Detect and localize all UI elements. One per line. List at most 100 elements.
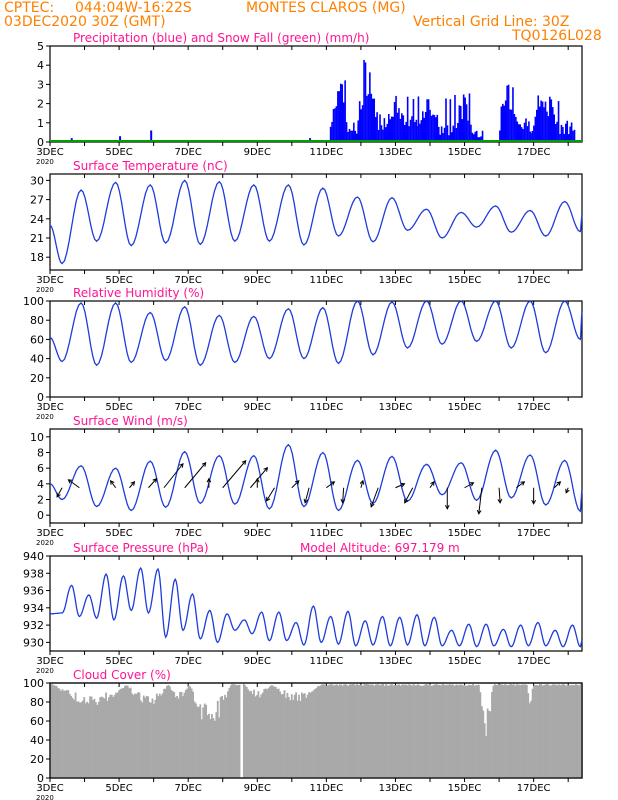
cloud-bar <box>102 697 105 778</box>
panel-title: Surface Wind (m/s) <box>73 414 188 428</box>
cloud-bar <box>547 684 550 778</box>
cloud-bar <box>421 685 424 778</box>
y-tick-label: 10 <box>30 431 44 444</box>
cloud-bar <box>141 702 144 778</box>
precip-bar <box>528 121 530 142</box>
cloud-bar <box>314 689 316 778</box>
cloud-bar <box>128 688 131 778</box>
precip-bar <box>412 98 415 142</box>
cloud-bar <box>559 685 562 778</box>
cloud-bar <box>518 684 521 778</box>
x-year-label: 2020 <box>36 286 54 294</box>
cloud-bar <box>369 684 371 778</box>
cloud-bar <box>193 701 196 778</box>
y-tick-label: 100 <box>23 677 44 690</box>
precip-bar <box>416 126 418 142</box>
wind-arrow-head <box>254 477 260 483</box>
cloud-bar <box>244 685 247 778</box>
cloud-bar <box>565 685 567 778</box>
precip-bar <box>395 95 397 142</box>
x-tick-label: 15DEC <box>448 402 482 413</box>
y-tick-label: 930 <box>23 636 44 649</box>
header-coordinates: 044:04W-16:22S <box>75 0 192 16</box>
x-tick-label: 17DEC <box>517 656 551 667</box>
precip-bar <box>531 130 534 142</box>
cloud-bar <box>199 704 202 778</box>
wind-arrow <box>266 487 275 502</box>
precip-bar <box>559 133 561 142</box>
cloud-bar <box>443 684 445 778</box>
precip-bar <box>535 109 538 142</box>
cloud-bar <box>171 691 174 778</box>
cloud-bar <box>499 684 502 778</box>
precip-bar <box>549 96 551 142</box>
precip-bar <box>563 133 566 142</box>
cloud-bar <box>330 684 332 778</box>
cloud-bar <box>482 710 485 778</box>
cloud-bar <box>398 684 401 778</box>
precip-bar <box>570 122 573 142</box>
cloud-bar <box>260 694 263 778</box>
precip-bar <box>430 115 433 142</box>
precip-bar <box>355 133 358 142</box>
cloud-bar <box>192 691 194 778</box>
cloud-bar <box>280 694 283 778</box>
wind-arrow-head <box>520 481 526 486</box>
cloud-bar <box>55 686 58 778</box>
cloud-bar <box>544 684 547 778</box>
cloud-bar <box>428 684 431 778</box>
cloud-bar <box>462 685 464 778</box>
precip-bar <box>569 126 571 142</box>
precip-bar <box>436 114 439 142</box>
precip-bar <box>556 121 558 142</box>
panel-subtitle: Model Altitude: 697.179 m <box>300 541 460 555</box>
cloud-bar <box>515 684 518 778</box>
precip-bar <box>337 91 339 142</box>
cloud-bar <box>137 692 139 778</box>
cloud-bar <box>463 684 466 778</box>
cloud-bar <box>344 684 347 778</box>
cloud-bar <box>438 684 441 778</box>
cloud-bar <box>64 690 67 778</box>
precip-bar <box>358 101 361 142</box>
cloud-bar <box>266 689 268 778</box>
y-tick-label: 18 <box>30 251 44 264</box>
x-tick-label: 7DEC <box>174 783 201 794</box>
y-tick-label: 6 <box>37 462 44 475</box>
cloud-bar <box>480 706 483 778</box>
cloud-bar <box>122 688 125 778</box>
panel-title: Surface Pressure (hPa) <box>73 541 209 555</box>
cloud-bar <box>215 712 218 778</box>
cloud-bar <box>575 684 578 778</box>
cloud-bar <box>353 684 356 778</box>
cloud-bar <box>129 687 132 778</box>
cloud-bar <box>228 687 231 778</box>
wind-arrow <box>249 467 268 489</box>
wind-arrow <box>464 482 474 489</box>
cloud-bar <box>475 685 477 778</box>
precip-bar <box>458 105 461 142</box>
cloud-bar <box>446 684 448 778</box>
wind-arrow <box>554 481 561 489</box>
precip-bar <box>519 124 522 142</box>
cloud-bar <box>489 711 492 778</box>
cloud-bar <box>530 700 533 778</box>
cloud-bar <box>235 685 238 778</box>
x-tick-label: 3DEC <box>36 656 63 667</box>
cloud-bar <box>327 685 329 778</box>
precip-bar <box>459 105 462 142</box>
cloud-bar <box>359 684 361 778</box>
precip-bar <box>451 132 453 142</box>
precip-bar <box>565 123 567 142</box>
x-tick-label: 5DEC <box>105 783 132 794</box>
cloud-bar <box>520 685 522 778</box>
precip-bar <box>379 114 381 142</box>
cloud-bar <box>488 710 490 778</box>
precip-bar <box>398 108 400 142</box>
x-tick-label: 9DEC <box>244 783 271 794</box>
precip-bar <box>119 136 122 142</box>
cloud-bar <box>168 686 171 778</box>
x-tick-label: 5DEC <box>105 528 132 539</box>
wind-arrow-head <box>404 498 409 504</box>
